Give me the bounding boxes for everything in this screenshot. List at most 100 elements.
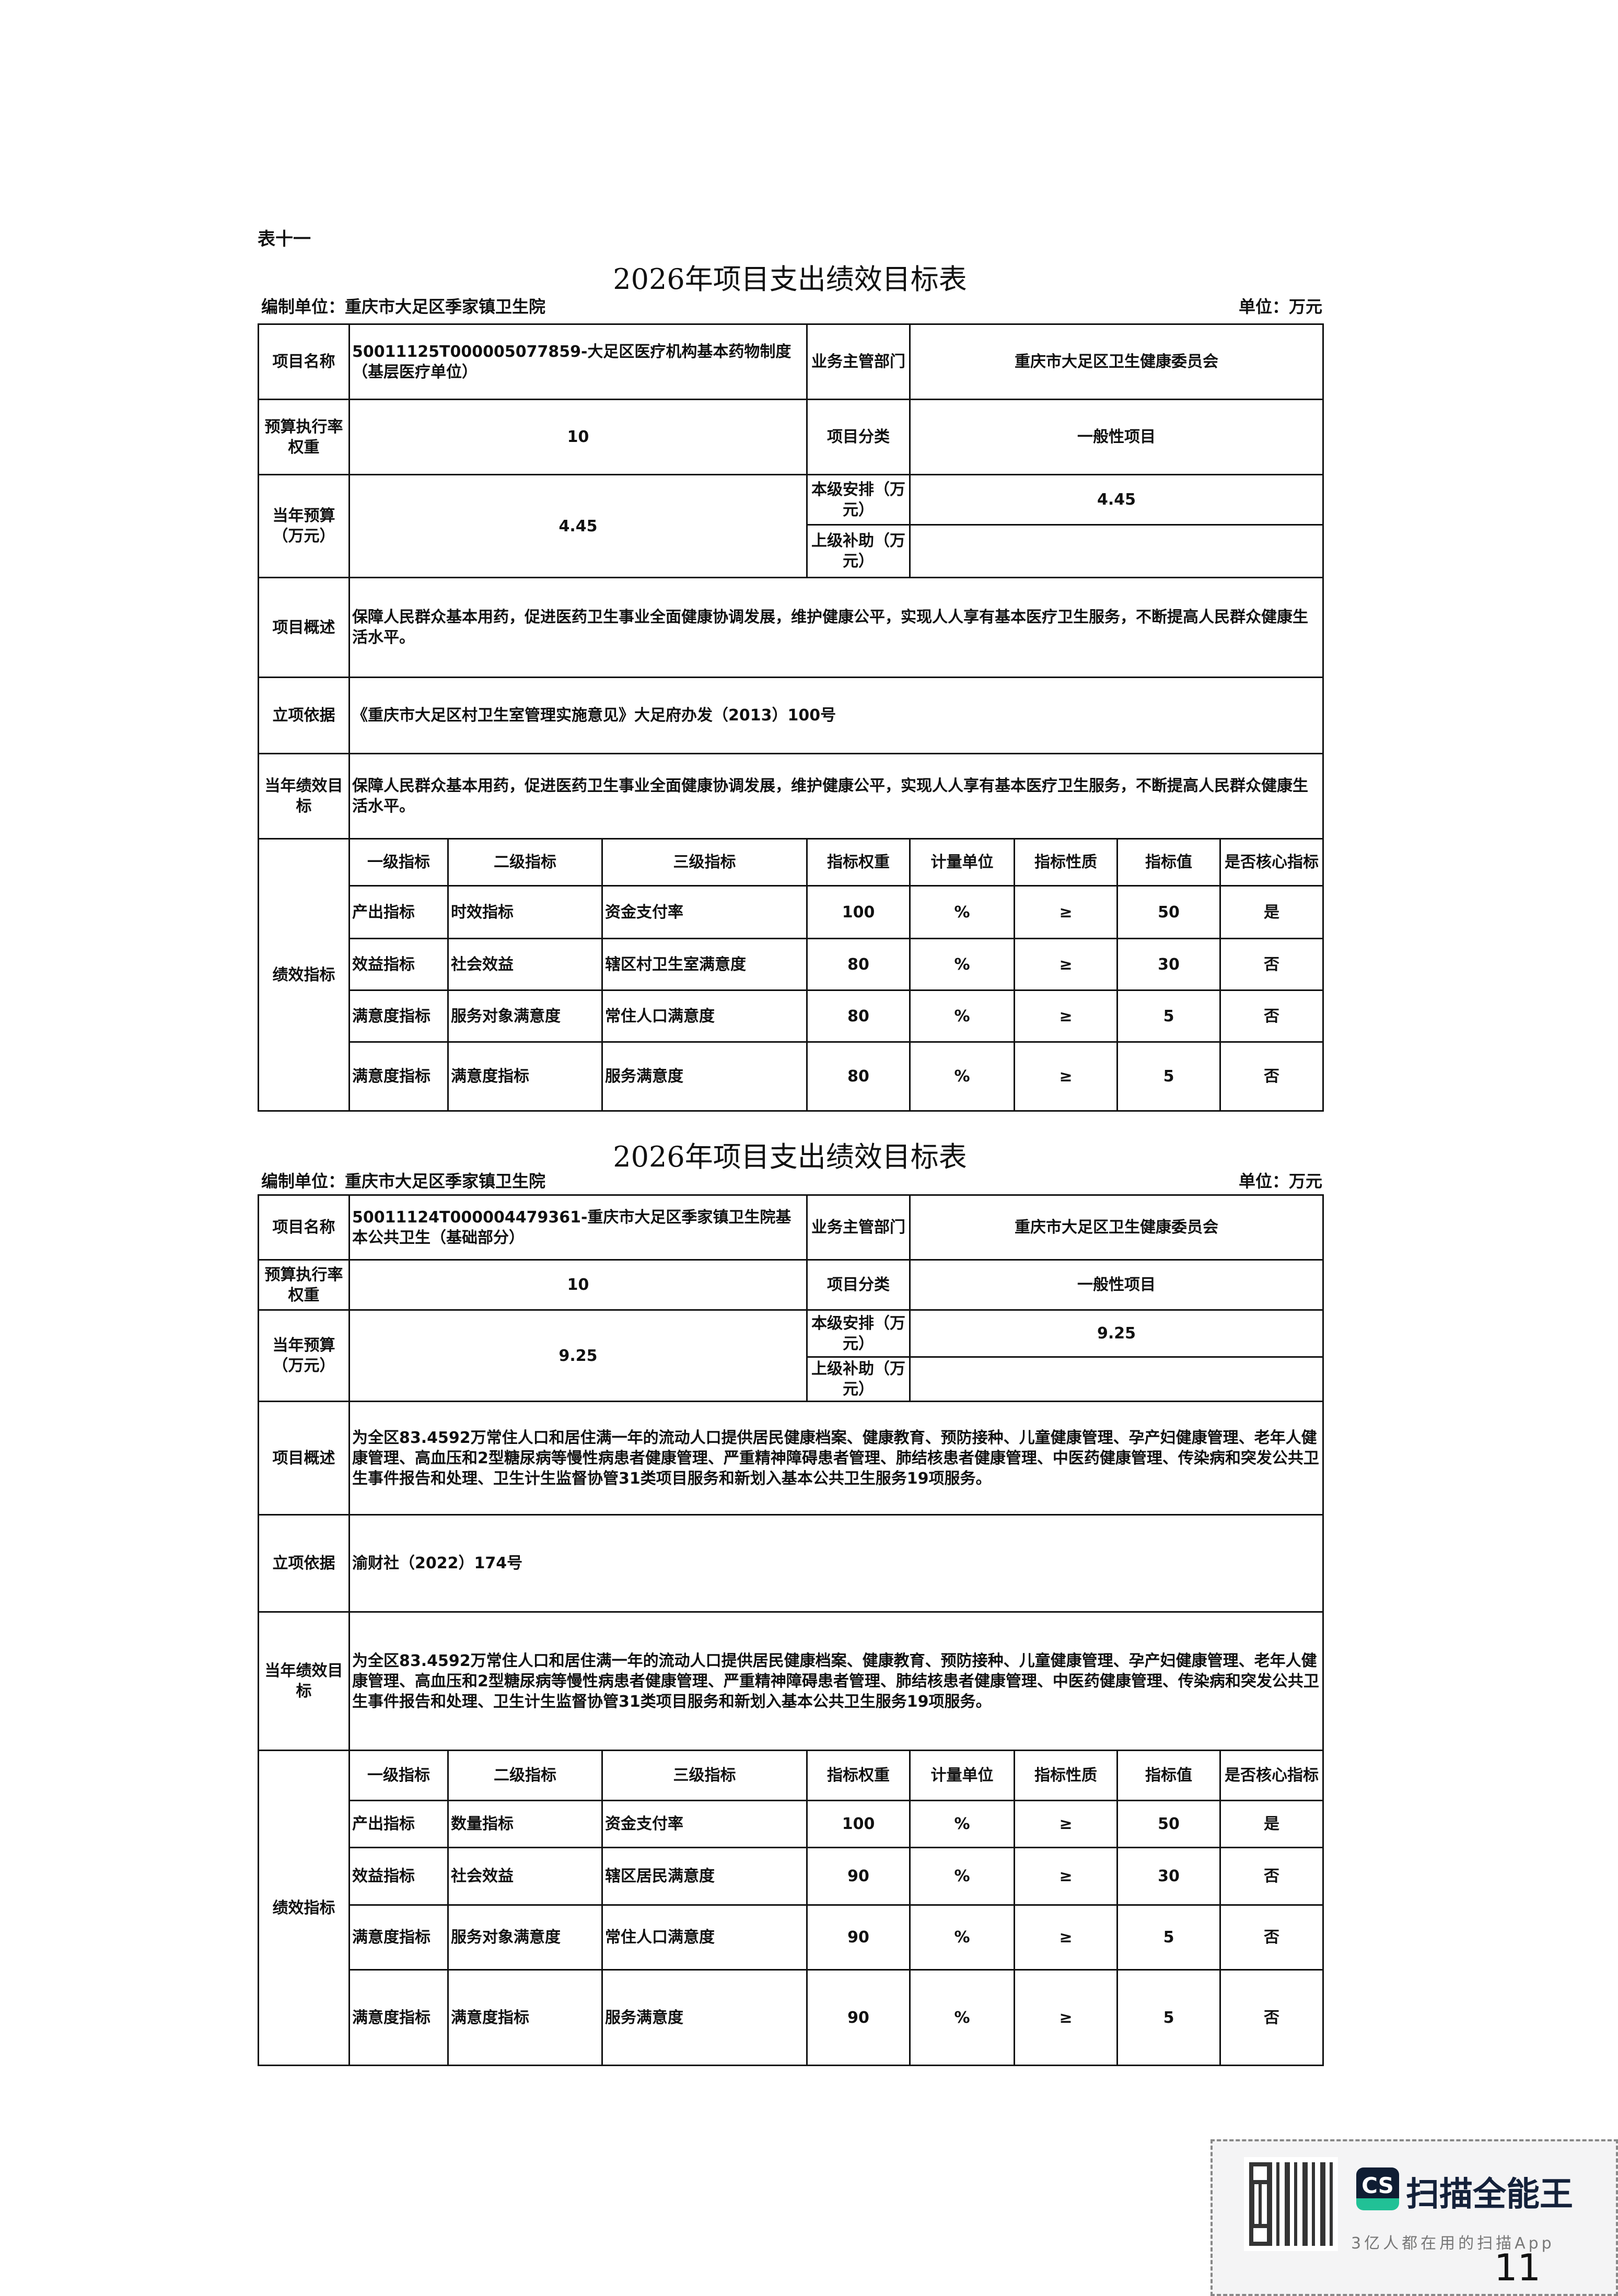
perf-cell: ≥ xyxy=(1014,1800,1119,1848)
money-unit: 单位：万元 xyxy=(1238,1171,1322,1191)
goal-text: 为全区83.4592万常住人口和居住满一年的流动人口提供居民健康档案、健康教育、… xyxy=(348,1611,1324,1751)
table-row: 满意度指标 服务对象满意度 常住人口满意度 80% ≥5 否 xyxy=(259,989,1324,1043)
basis-text: 《重庆市大足区村卫生室管理实施意见》大足府办发（2013）100号 xyxy=(348,677,1324,754)
goal-label: 当年绩效目标 xyxy=(258,753,350,840)
perf-cell: % xyxy=(909,938,1016,991)
project-name-label: 项目名称 xyxy=(258,1194,350,1261)
table-row: 绩效指标 一级指标 二级指标 三级指标 指标权重 计量单位 指标性质 指标值 是否核心指标 xyxy=(258,838,1324,1112)
perf-cell: ≥ xyxy=(1014,1041,1119,1112)
perf-cell: ≥ xyxy=(1014,1847,1119,1906)
goal-text: 保障人民群众基本用药，促进医药卫生事业全面健康协调发展，维护健康公平，实现人人享… xyxy=(348,753,1324,840)
form-meta: 编制单位：重庆市大足区季家镇卫生院 单位：万元 xyxy=(261,294,1322,318)
camscanner-logo-icon: CS xyxy=(1356,2167,1399,2210)
perf-cell: % xyxy=(909,1800,1016,1848)
perf-cell: % xyxy=(909,1969,1016,2066)
perf-cell: ≥ xyxy=(1014,989,1119,1043)
perf-cell: 产出指标 xyxy=(348,1800,449,1848)
perf-cell: ≥ xyxy=(1014,1904,1119,1971)
perf-cell: 常住人口满意度 xyxy=(601,1904,808,1971)
perf-cell: 满意度指标 xyxy=(348,989,449,1043)
watermark-brand: 扫描全能王 xyxy=(1406,2175,1573,2214)
table-row: 效益指标 社会效益 辖区居民满意度 90% ≥30 否 xyxy=(259,1847,1324,1906)
budget-label: 当年预算（万元） xyxy=(258,474,350,578)
budget-total: 4.45 xyxy=(348,474,808,578)
perf-cell: 效益指标 xyxy=(348,938,449,991)
table-row: 效益指标 社会效益 辖区村卫生室满意度 80% ≥30 否 xyxy=(259,938,1324,991)
perf-cell: 社会效益 xyxy=(447,938,603,991)
perf-header: 三级指标 xyxy=(601,838,808,887)
local-funds-label: 本级安排（万元） xyxy=(806,474,911,526)
perf-cell: 5 xyxy=(1116,1041,1221,1112)
perf-cell: 80 xyxy=(806,938,911,991)
perf-header: 二级指标 xyxy=(447,1750,603,1801)
perf-header: 指标值 xyxy=(1116,1750,1221,1801)
compiling-unit: 编制单位：重庆市大足区季家镇卫生院 xyxy=(261,297,546,317)
perf-cell: 资金支付率 xyxy=(601,1800,808,1848)
perf-cell: % xyxy=(909,1904,1016,1971)
perf-cell: 辖区居民满意度 xyxy=(601,1847,808,1906)
perf-cell: ≥ xyxy=(1014,1969,1119,2066)
perf-header: 是否核心指标 xyxy=(1219,838,1324,887)
perf-cell: 90 xyxy=(806,1969,911,2066)
form-title: 2026年项目支出绩效目标表 xyxy=(613,1140,967,1173)
perf-cell: 否 xyxy=(1219,1041,1324,1112)
perf-cell: 100 xyxy=(806,885,911,939)
perf-cell: 否 xyxy=(1219,1969,1324,2066)
perf-cell: 80 xyxy=(806,989,911,1043)
perf-cell: 50 xyxy=(1116,1800,1221,1848)
perf-cell: 5 xyxy=(1116,1969,1221,2066)
perf-header: 指标权重 xyxy=(806,838,911,887)
perf-cell: % xyxy=(909,1041,1016,1112)
budget-total: 9.25 xyxy=(348,1309,808,1402)
rate-weight-label: 预算执行率权重 xyxy=(258,1259,350,1311)
goal-label: 当年绩效目标 xyxy=(258,1611,350,1751)
perf-header: 指标性质 xyxy=(1014,838,1119,887)
table-row: 绩效指标 一级指标 二级指标 三级指标 指标权重 计量单位 指标性质 指标值 是否核心指标 xyxy=(258,1750,1324,2066)
table-row: 当年绩效目标 保障人民群众基本用药，促进医药卫生事业全面健康协调发展，维护健康公平… xyxy=(258,753,1324,840)
perf-cell: % xyxy=(909,989,1016,1043)
rate-weight-label: 预算执行率权重 xyxy=(258,399,350,475)
local-funds: 9.25 xyxy=(909,1309,1324,1358)
perf-cell: 5 xyxy=(1116,1904,1221,1971)
form-meta: 编制单位：重庆市大足区季家镇卫生院 单位：万元 xyxy=(261,1168,1322,1192)
money-unit: 单位：万元 xyxy=(1238,297,1322,317)
table-row: 项目名称 50011124T000004479361-重庆市大足区季家镇卫生院基本… xyxy=(258,1194,1324,1261)
perf-cell: 是 xyxy=(1219,1800,1324,1848)
table-row: 产出指标 数量指标 资金支付率 100% ≥50 是 xyxy=(259,1800,1324,1848)
upper-funds-label: 上级补助（万元） xyxy=(806,524,911,578)
upper-funds xyxy=(909,1356,1324,1402)
perf-cell: 否 xyxy=(1219,989,1324,1043)
project-name: 50011125T000005077859-大足区医疗机构基本药物制度（基层医疗… xyxy=(348,323,808,400)
dept-label: 业务主管部门 xyxy=(806,323,911,400)
table-row: 预算执行率权重 10 项目分类 一般性项目 xyxy=(258,1259,1324,1311)
table-row: 预算执行率权重 10 项目分类 一般性项目 xyxy=(258,399,1324,475)
perf-label: 绩效指标 xyxy=(258,1750,350,2066)
table-row: 产出指标 时效指标 资金支付率 100% ≥50 是 xyxy=(259,885,1324,939)
perf-header: 指标性质 xyxy=(1014,1750,1119,1801)
scanner-watermark: CS 扫描全能王 3亿人都在用的扫描App xyxy=(1210,2139,1618,2296)
perf-cell: % xyxy=(909,1847,1016,1906)
perf-cell: 产出指标 xyxy=(348,885,449,939)
perf-cell: 常住人口满意度 xyxy=(601,989,808,1043)
category-label: 项目分类 xyxy=(806,1259,911,1311)
table-row: 项目概述 保障人民群众基本用药，促进医药卫生事业全面健康协调发展，维护健康公平，实… xyxy=(258,577,1324,678)
perf-label: 绩效指标 xyxy=(258,838,350,1112)
perf-cell: ≥ xyxy=(1014,885,1119,939)
perf-header: 三级指标 xyxy=(601,1750,808,1801)
project-name-label: 项目名称 xyxy=(258,323,350,400)
perf-cell: 是 xyxy=(1219,885,1324,939)
perf-cell: 否 xyxy=(1219,1904,1324,1971)
perf-header: 二级指标 xyxy=(447,838,603,887)
perf-cell: 满意度指标 xyxy=(348,1904,449,1971)
basis-label: 立项依据 xyxy=(258,677,350,754)
budget-label: 当年预算（万元） xyxy=(258,1309,350,1402)
overview-text: 为全区83.4592万常住人口和居住满一年的流动人口提供居民健康档案、健康教育、… xyxy=(348,1401,1324,1516)
table-row: 上级补助（万元） xyxy=(259,524,1324,578)
rate-weight: 10 xyxy=(348,399,808,475)
perf-header: 计量单位 xyxy=(909,1750,1016,1801)
perf-header: 是否核心指标 xyxy=(1219,1750,1324,1801)
overview-label: 项目概述 xyxy=(258,1401,350,1516)
perf-header: 计量单位 xyxy=(909,838,1016,887)
perf-cell: 否 xyxy=(1219,1847,1324,1906)
perf-cell: ≥ xyxy=(1014,938,1119,991)
